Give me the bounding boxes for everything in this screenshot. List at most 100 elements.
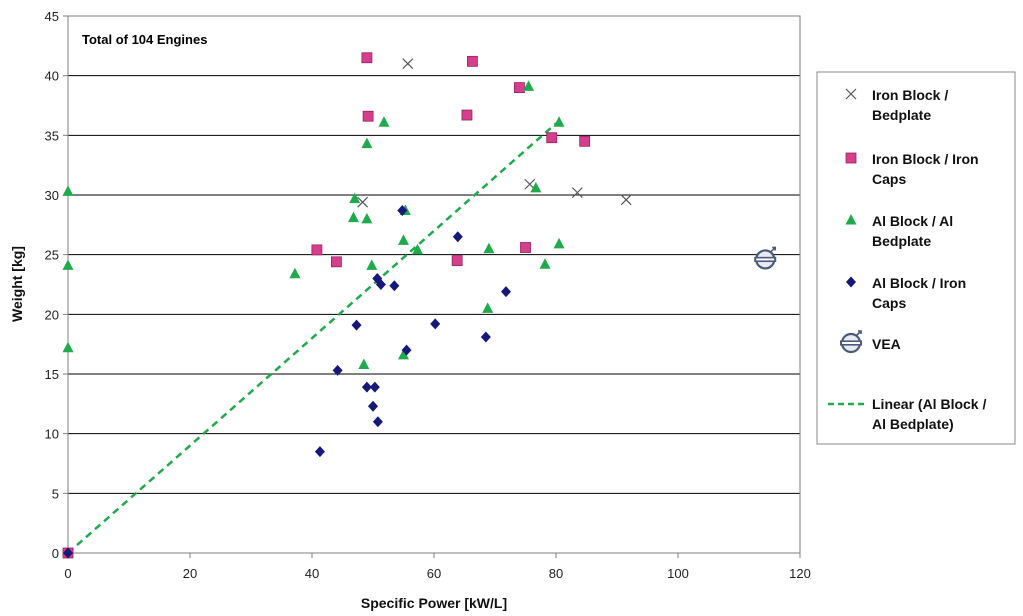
point-square (330, 256, 342, 268)
point-triangle (366, 259, 378, 270)
point-triangle (62, 185, 74, 196)
point-x (571, 187, 583, 199)
point-diamond (500, 286, 511, 298)
y-tick-label: 45 (45, 9, 59, 24)
point-triangle (523, 80, 535, 91)
legend-label: Caps (872, 295, 906, 311)
y-tick-label: 15 (45, 367, 59, 382)
legend-label: Iron Block / Iron (872, 151, 979, 167)
x-tick-label: 0 (64, 566, 71, 581)
point-square (361, 52, 373, 64)
x-axis-title: Specific Power [kW/L] (361, 595, 507, 611)
series-diamond (63, 205, 511, 559)
point-x (402, 58, 414, 70)
legend-label: Bedplate (872, 107, 931, 123)
point-triangle (482, 302, 494, 313)
y-tick-label: 5 (52, 486, 59, 501)
data-points (62, 52, 777, 559)
y-tick-label: 20 (45, 307, 59, 322)
point-square (311, 244, 323, 256)
point-square (467, 55, 478, 67)
point-diamond (368, 400, 378, 412)
point-diamond (351, 319, 362, 331)
point-x (357, 196, 369, 208)
point-triangle (530, 181, 542, 193)
point-triangle (539, 258, 551, 269)
legend: Iron Block / Bedplate Iron Block / Iron Cap… (828, 87, 986, 432)
legend-marker-x (845, 88, 857, 100)
y-tick-label: 25 (45, 248, 59, 263)
legend-label: Linear (Al Block / (872, 396, 986, 412)
y-tick-label: 40 (45, 69, 59, 84)
point-square (451, 255, 463, 267)
legend-label: Al Block / Al (872, 213, 953, 229)
series-triangle (62, 80, 565, 369)
point-diamond (397, 205, 408, 217)
point-diamond (401, 344, 412, 356)
point-volvo-logo (754, 246, 777, 270)
point-triangle (378, 116, 390, 127)
point-triangle (412, 243, 424, 255)
axis-ticks: 0 5 10 15 20 25 30 35 40 45 0 20 40 60 80 100 120 (45, 9, 811, 581)
point-diamond (480, 331, 491, 343)
point-diamond (452, 231, 463, 243)
y-tick-label: 10 (45, 427, 59, 442)
point-square (461, 109, 473, 121)
x-tick-label: 100 (667, 566, 689, 581)
point-triangle (62, 341, 74, 353)
point-diamond (369, 381, 380, 393)
point-triangle (398, 234, 409, 245)
series-x (357, 58, 632, 208)
y-tick-label: 0 (52, 546, 59, 561)
plot-area-frame (67, 15, 801, 554)
point-diamond (314, 446, 325, 458)
point-square (520, 242, 531, 253)
legend-label: Al Bedplate) (872, 416, 954, 432)
point-square (579, 135, 591, 147)
point-triangle (483, 242, 495, 254)
legend-marker-diamond (846, 276, 856, 288)
point-diamond (372, 416, 383, 428)
legend-marker-volvo-logo (840, 330, 862, 354)
y-axis-title: Weight [kg] (9, 246, 25, 322)
point-triangle (553, 116, 565, 127)
point-square (514, 82, 525, 93)
y-tick-label: 30 (45, 188, 59, 203)
legend-marker-triangle (845, 214, 857, 225)
legend-label: VEA (872, 336, 901, 352)
y-tick-label: 35 (45, 128, 59, 143)
trendline-layer (67, 122, 557, 554)
point-triangle (553, 237, 565, 249)
gridlines (68, 75, 800, 494)
point-diamond (332, 364, 343, 376)
point-triangle (361, 212, 373, 224)
x-tick-label: 80 (549, 566, 563, 581)
point-diamond (389, 280, 400, 292)
trendline-al-block-al-bedplate (67, 122, 557, 554)
x-tick-label: 40 (305, 566, 319, 581)
legend-box (816, 71, 1016, 445)
point-triangle (361, 137, 373, 149)
series-volvo-logo (754, 246, 777, 270)
point-triangle (398, 348, 409, 360)
point-triangle (349, 192, 361, 204)
point-square (362, 110, 374, 122)
point-triangle (289, 267, 301, 279)
annotation-total: Total of 104 Engines (82, 32, 207, 47)
legend-label: Al Block / Iron (872, 275, 966, 291)
legend-label: Caps (872, 171, 906, 187)
point-diamond (63, 547, 73, 559)
x-tick-label: 20 (183, 566, 197, 581)
legend-label: Bedplate (872, 233, 931, 249)
point-triangle (347, 211, 359, 223)
x-tick-label: 60 (427, 566, 441, 581)
point-triangle (358, 358, 370, 369)
point-diamond (430, 318, 441, 330)
point-triangle (62, 259, 74, 270)
legend-marker-square (845, 152, 857, 164)
point-diamond (375, 279, 386, 290)
point-x (620, 194, 632, 206)
point-diamond (361, 381, 372, 393)
point-square (546, 132, 558, 144)
x-tick-label: 120 (789, 566, 811, 581)
